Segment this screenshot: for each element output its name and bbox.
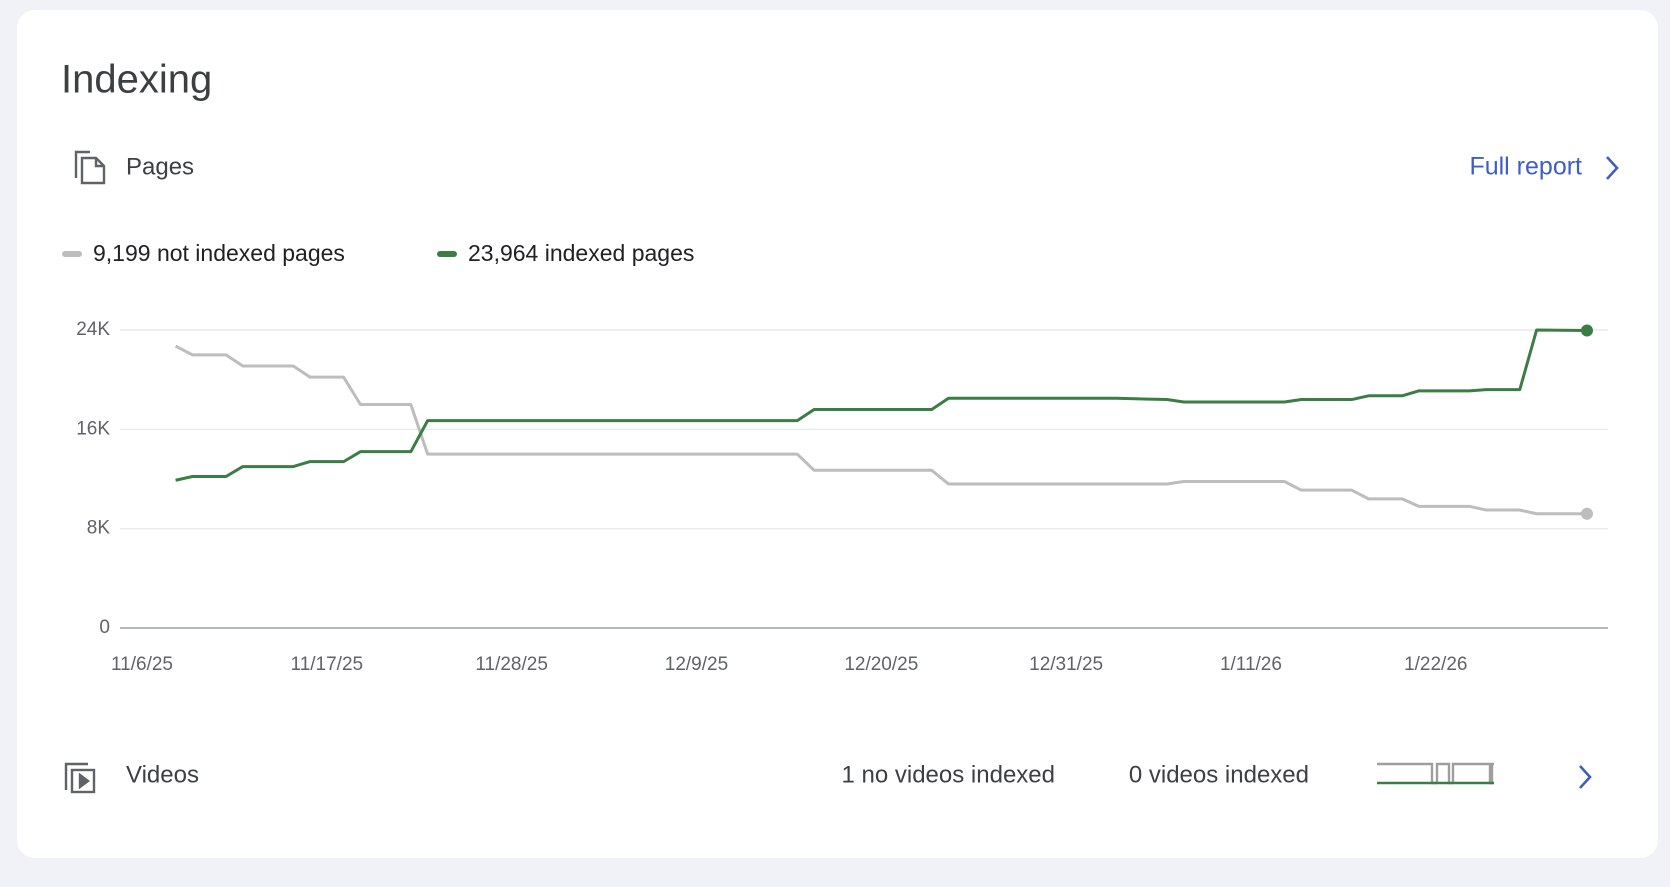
x-tick-label: 1/11/26 [1220,654,1282,675]
x-tick-label: 11/17/25 [291,654,364,675]
series-line [174,344,1588,516]
chevron[interactable] [1606,156,1619,180]
x-tick-label: 11/28/25 [475,654,548,675]
y-tick-label: 8K [87,518,111,539]
y-tick-label: 24K [76,319,110,340]
legend-label: 23,964 indexed pages [468,240,694,266]
pages-icon [74,150,106,185]
legend-swatch [437,251,457,257]
videos-indexed: 0 videos indexed [1129,761,1309,788]
videos-icon [64,762,96,794]
x-tick-label: 11/6/25 [111,654,173,675]
full-report-link[interactable]: Full report [1469,153,1582,181]
x-tick-label: 1/22/26 [1404,654,1467,675]
end-point [1581,324,1593,337]
chevron[interactable] [1579,765,1592,789]
section-label: Pages [126,153,194,180]
card [17,10,1658,858]
card-title: Indexing [61,58,212,102]
legend-swatch [62,251,82,257]
end-point [1581,507,1593,520]
series-line [175,328,1588,482]
section-label: Videos [126,761,199,788]
y-tick-label: 16K [76,418,110,439]
sparkline [1377,762,1494,785]
videos-not-indexed: 1 no videos indexed [842,761,1056,788]
x-tick-label: 12/31/25 [1029,654,1103,675]
x-tick-label: 12/9/25 [665,654,728,675]
x-tick-label: 12/20/25 [844,654,918,675]
y-tick-label: 0 [99,617,110,638]
legend-label: 9,199 not indexed pages [93,240,345,266]
